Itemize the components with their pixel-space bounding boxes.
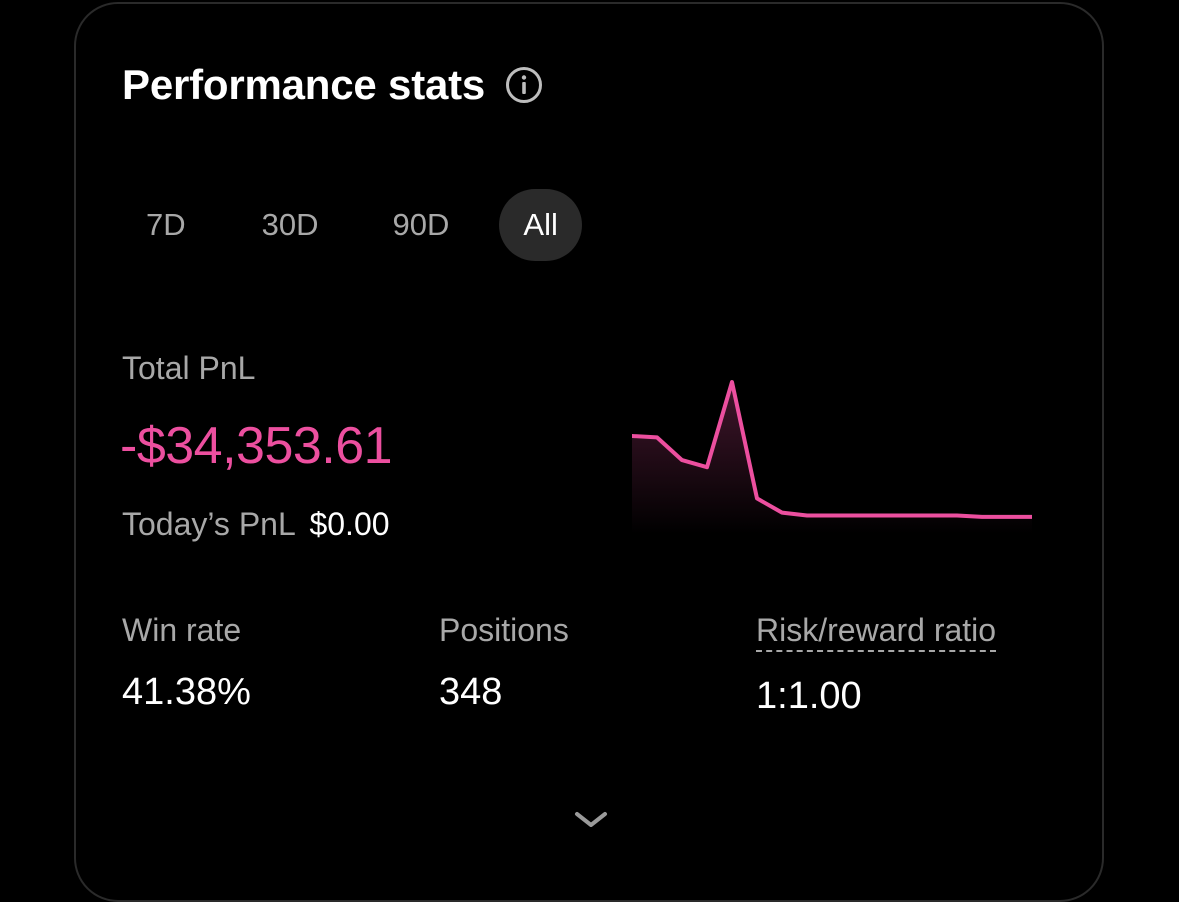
positions-value: 348 xyxy=(439,671,503,713)
todays-pnl-row: Today’s PnL $0.00 xyxy=(122,506,390,543)
tab-all[interactable]: All xyxy=(499,189,582,261)
todays-pnl-label: Today’s PnL xyxy=(122,506,295,542)
risk-reward-label[interactable]: Risk/reward ratio xyxy=(756,612,997,652)
info-circle-icon[interactable] xyxy=(505,66,543,104)
risk-reward-stat: Risk/reward ratio 1:1.00 xyxy=(756,612,997,718)
pnl-sparkline-chart xyxy=(632,380,1032,534)
total-pnl-label: Total PnL xyxy=(122,350,256,386)
positions-stat: Positions 348 xyxy=(439,612,569,714)
todays-pnl-value: $0.00 xyxy=(309,506,390,542)
tab-7d[interactable]: 7D xyxy=(146,207,186,242)
card-header: Performance stats xyxy=(122,60,543,110)
total-pnl-value: -$34,353.61 xyxy=(120,417,393,475)
chevron-down-icon[interactable] xyxy=(571,806,611,832)
tab-90d[interactable]: 90D xyxy=(392,207,450,242)
positions-label: Positions xyxy=(439,612,569,648)
risk-reward-value: 1:1.00 xyxy=(756,675,862,717)
win-rate-label: Win rate xyxy=(122,612,242,648)
tab-30d[interactable]: 30D xyxy=(261,207,319,242)
chart-area-fill xyxy=(632,382,1032,534)
win-rate-value: 41.38% xyxy=(122,671,251,713)
performance-stats-card: Performance stats 7D 30D 90D All Total P… xyxy=(74,2,1104,902)
chart-line xyxy=(632,380,1032,519)
timeframe-tabs: 7D 30D 90D All xyxy=(122,189,608,261)
win-rate-stat: Win rate 41.38% xyxy=(122,612,251,714)
card-title: Performance stats xyxy=(122,61,486,108)
